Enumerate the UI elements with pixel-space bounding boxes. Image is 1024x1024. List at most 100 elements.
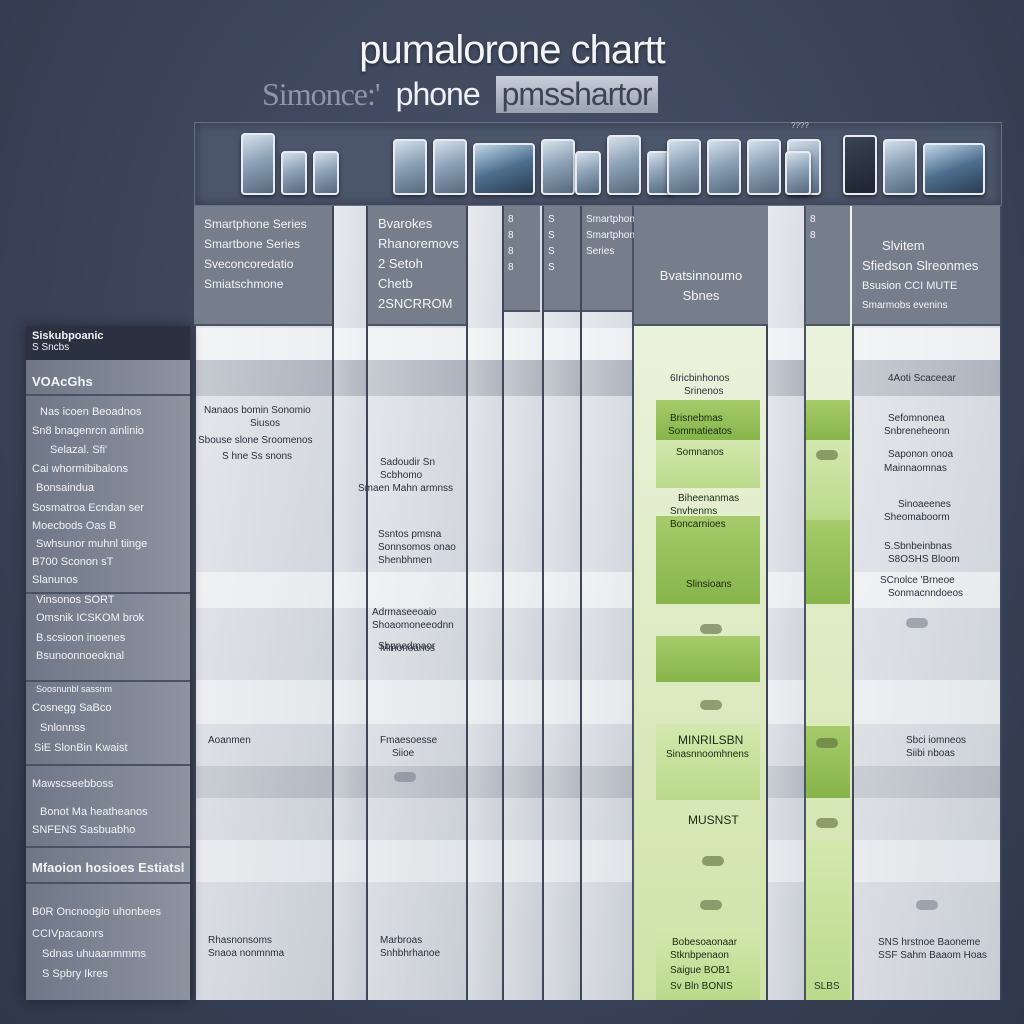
feature-item: Sdnas uhuaanmmms [42,948,146,960]
phone-image [607,135,641,195]
table-cell: Stknbpenaon [670,950,729,961]
divider [26,680,190,682]
table-cell: Scbhomo [380,470,423,481]
subtitle-part-3: pmsshartor [495,75,658,113]
phone-thumbnails-group-6 [843,133,985,195]
table-cell: Sbpnedmaor [378,641,436,652]
phone-image-header: ???? [194,121,1002,206]
highlight-cell [656,400,760,440]
feature-list-title: Siskubpoanic [32,330,104,342]
feature-item: Sn8 bnagenrcn ainlinio [32,425,144,437]
table-cell: Biheenanmas [678,493,740,504]
feature-item: Cai whormibibalons [32,463,128,475]
divider [26,592,190,594]
table-cell: Rhasnonsoms [208,935,272,946]
table-cell: Slinsioans [686,579,732,590]
table-cell: Sv Bln BONIS [670,981,733,992]
column-header-line: Bvarokes [378,216,433,231]
table-cell: SLBS [814,981,840,992]
highlight-cell [806,726,850,798]
feature-item: Slanunos [32,574,78,586]
phone-image [575,151,601,195]
phone-image [747,139,781,195]
table-cell: Snhbhrhanoe [380,948,441,959]
table-cell: Shenbhmen [378,555,432,566]
highlight-cell [656,636,760,682]
feature-item: SiE SlonBin Kwaist [34,742,128,754]
highlight-cell [656,516,760,604]
phone-image [923,143,985,195]
table-cell: Brisnebmas [670,413,723,424]
table-cell: Snaoa nonmnma [208,948,285,959]
table-cell: Sonnsomos onao [378,542,456,553]
feature-item: Selazal. Sfi' [50,444,108,456]
subtitle-part-2: phone [395,75,481,112]
feature-item: Moecbods Oas B [32,520,117,532]
cell-mark-icon [816,450,838,460]
table-cell: Bobesoaonaar [672,937,738,948]
table-column [332,206,368,1000]
feature-item: Sosmatroa Ecndan ser [32,502,144,514]
cell-mark-icon [700,900,722,910]
table-row-band [194,328,1000,360]
phone-thumbnails-group-5 [785,133,811,195]
feature-item: Omsnik ICSKOM brok [36,612,145,624]
phone-thumbnails-group-2 [393,133,575,195]
column-header-line: 8 [508,246,514,257]
divider [26,882,190,884]
feature-item: B.scsioon inoenes [36,632,126,644]
phone-image [433,139,467,195]
header-corner-tag: ???? [791,121,809,130]
table-cell: Mmonoanos [380,643,436,654]
phone-image [667,139,701,195]
table-cell: Mainnaomnas [884,463,947,474]
table-column [580,206,634,1000]
feature-item: B0R Oncnoogio uhonbees [32,906,162,918]
phone-image [707,139,741,195]
phone-image [241,133,275,195]
table-cell: Saigue BOB1 [670,965,731,976]
table-cell: Sinoaeenes [898,499,951,510]
column-header-line: 8 [508,230,514,241]
phone-thumbnails-group-3 [575,133,673,195]
table-cell: 6Iricbinhonos [670,373,730,384]
cell-mark-icon [906,618,928,628]
table-cell: SSF Sahm Baaom Hoas [878,950,987,961]
table-cell: Sbci iomneos [906,735,967,746]
feature-item: SNFENS Sasbuabho [32,824,136,836]
phone-image [393,139,427,195]
column-header-line: Slvitem [882,238,925,253]
divider [26,394,190,396]
column-header-line: S [548,262,555,273]
column-header: Smartphone Smartphone Series [582,206,641,312]
column-header-line: 8 [810,214,816,225]
highlight-cell [806,400,850,440]
feature-list-panel: Siskubpoanic S Sncbs VOAcGhs Nas icoen B… [26,326,190,1000]
column-header: S S S S [544,206,580,312]
table-cell: Shoaomoneeodnn [372,620,454,631]
phone-thumbnails-group-1 [241,133,339,195]
column-header-line: Smartphone Series [204,217,307,231]
feature-item: B700 Sconon sT [32,556,114,568]
table-column [766,206,806,1000]
phone-image [313,151,339,195]
column-header-line: 8 [508,214,514,225]
column-header-line: Sfiedson Slreonmes [862,258,979,273]
feature-item: Mfaoion hosioes Estiatsl [32,860,185,875]
column-header-line: Smartphone [586,214,641,225]
cell-mark-icon [394,772,416,782]
feature-item: VOAcGhs [32,374,93,389]
column-header-line: Rhanoremovs [378,236,459,251]
column-header-line: 2SNCRROM [378,296,453,311]
cell-mark-icon [700,624,722,634]
column-header-line: Bvatsinnoumo [659,268,743,283]
table-cell: 4Aoti Scaceear [888,373,956,384]
table-row-band [194,572,1000,608]
column-header-line: 2 Setoh Chetb [378,256,423,291]
feature-item: Bonsaindua [36,482,95,494]
cell-mark-icon [916,900,938,910]
comparison-table: Smartphone Series Smartbone Series Sveco… [194,206,1002,1000]
table-cell: Sinasnnoomhnens [666,749,749,760]
table-row-band [194,766,1000,798]
table-cell: Marbroas [380,935,423,946]
